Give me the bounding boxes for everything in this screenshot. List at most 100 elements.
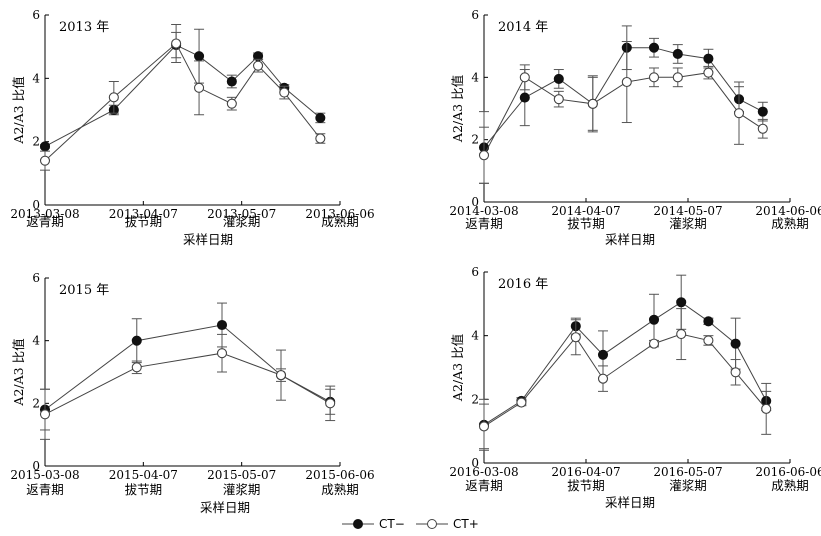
x-axis-title: 采样日期 <box>200 500 250 515</box>
y-tick-label: 0 <box>32 459 40 473</box>
data-point <box>253 60 264 71</box>
stage-label: 拔节期 <box>567 478 605 493</box>
y-tick-label: 6 <box>471 8 479 22</box>
series-line <box>44 42 321 162</box>
data-point <box>703 67 714 78</box>
stage-label: 成熟期 <box>771 478 809 493</box>
series-line <box>483 333 767 427</box>
panel-title: 2016 年 <box>498 277 548 292</box>
y-axis-title: A2/A3 比值 <box>450 75 465 143</box>
stage-label: 返青期 <box>465 478 503 493</box>
data-point <box>672 48 683 60</box>
data-point <box>648 314 660 325</box>
stage-label: 返青期 <box>26 482 64 497</box>
x-axis-title: 采样日期 <box>605 495 655 510</box>
data-point <box>730 338 741 349</box>
chart-panel-2: 0 2 4 6 2014-03-08 2014-04-07 2014-05-07 2014-0… <box>449 8 821 247</box>
stage-label: 成熟期 <box>321 214 359 229</box>
x-tick-label: 2015-06-06 <box>305 468 374 482</box>
y-tick-label: 6 <box>471 265 479 279</box>
y-axis-title: A2/A3 比值 <box>11 76 26 144</box>
panel-title: 2013 年 <box>59 20 109 35</box>
series-line <box>44 324 331 410</box>
series-ct-minus <box>478 25 768 184</box>
data-point <box>703 53 714 64</box>
data-point <box>279 87 290 98</box>
x-tick-label: 2015-03-08 <box>10 468 79 482</box>
series-ct-plus <box>478 308 772 450</box>
data-point <box>39 141 51 152</box>
data-point <box>39 409 51 420</box>
y-tick-label: 4 <box>32 71 40 85</box>
series-ct-plus <box>478 40 768 184</box>
x-tick-label: 2016-06-06 <box>755 465 821 479</box>
data-point <box>648 42 660 53</box>
series-line <box>44 352 331 415</box>
data-point <box>171 38 182 49</box>
data-point <box>730 367 741 378</box>
stage-label: 返青期 <box>465 216 503 231</box>
data-point <box>553 94 564 105</box>
chart-panel-3: 0 2 4 6 2015-03-08 2015-04-07 2015-05-07 2015-0… <box>10 271 374 515</box>
y-tick-label: 0 <box>471 456 479 470</box>
x-tick-label: 2013-06-06 <box>305 207 374 221</box>
x-tick-label: 2014-06-06 <box>755 204 821 218</box>
x-tick-label: 2015-05-07 <box>207 468 276 482</box>
data-point <box>676 329 687 340</box>
y-tick-label: 6 <box>32 8 40 22</box>
x-axis-title: 采样日期 <box>183 232 233 247</box>
data-point <box>325 398 336 409</box>
data-point <box>216 348 228 359</box>
data-point <box>733 108 745 119</box>
x-tick-label: 2015-04-07 <box>109 468 178 482</box>
stage-label: 成熟期 <box>321 482 359 497</box>
y-tick-label: 0 <box>471 195 479 209</box>
series-ct-plus <box>39 333 336 440</box>
legend-marker-ct-plus <box>427 519 437 529</box>
chart-panel-1: 0 2 4 6 2013-03-08 2013-04-07 2013-05-07 2013-0… <box>10 8 374 247</box>
data-point <box>648 72 660 83</box>
stage-label: 灌浆期 <box>223 214 261 229</box>
y-tick-label: 6 <box>32 271 40 285</box>
x-tick-label: 2014-05-07 <box>653 204 722 218</box>
x-tick-label: 2014-04-07 <box>551 204 620 218</box>
legend-label-ct-minus: CT− <box>379 517 405 531</box>
legend: CT− CT+ <box>342 517 479 531</box>
x-tick-label: 2016-05-07 <box>653 465 722 479</box>
y-tick-label: 2 <box>471 133 479 147</box>
series-line <box>483 72 764 156</box>
data-point <box>315 112 326 123</box>
series-ct-plus <box>39 24 326 171</box>
data-point <box>519 92 530 103</box>
data-point <box>108 92 119 103</box>
data-point <box>519 72 530 83</box>
data-point <box>226 98 237 109</box>
y-tick-label: 2 <box>32 396 40 410</box>
stage-label: 灌浆期 <box>669 478 707 493</box>
x-tick-label: 2013-04-07 <box>109 207 178 221</box>
stage-label: 灌浆期 <box>223 482 261 497</box>
x-tick-label: 2013-03-08 <box>10 207 79 221</box>
data-point <box>194 51 205 62</box>
stage-label: 成熟期 <box>771 216 809 231</box>
series-ct-minus <box>39 302 336 431</box>
stage-label: 拔节期 <box>567 216 605 231</box>
data-point <box>672 72 683 83</box>
data-point <box>587 98 598 109</box>
x-tick-label: 2014-03-08 <box>449 204 518 218</box>
y-tick-label: 2 <box>32 135 40 149</box>
panel-title: 2015 年 <box>59 283 109 298</box>
x-tick-label: 2016-04-07 <box>551 465 620 479</box>
data-point <box>761 403 772 414</box>
data-point <box>194 82 205 93</box>
data-point <box>703 316 714 327</box>
data-point <box>597 349 609 360</box>
data-point <box>676 297 687 308</box>
data-point <box>570 332 581 343</box>
x-tick-label: 2016-03-08 <box>449 465 518 479</box>
series-line <box>44 44 321 147</box>
y-axis-title: A2/A3 比值 <box>11 338 26 406</box>
data-point <box>315 133 326 144</box>
data-point <box>216 319 228 331</box>
chart-panel-4: 0 2 4 6 2016-03-08 2016-04-07 2016-05-07 2016-0… <box>449 265 821 510</box>
